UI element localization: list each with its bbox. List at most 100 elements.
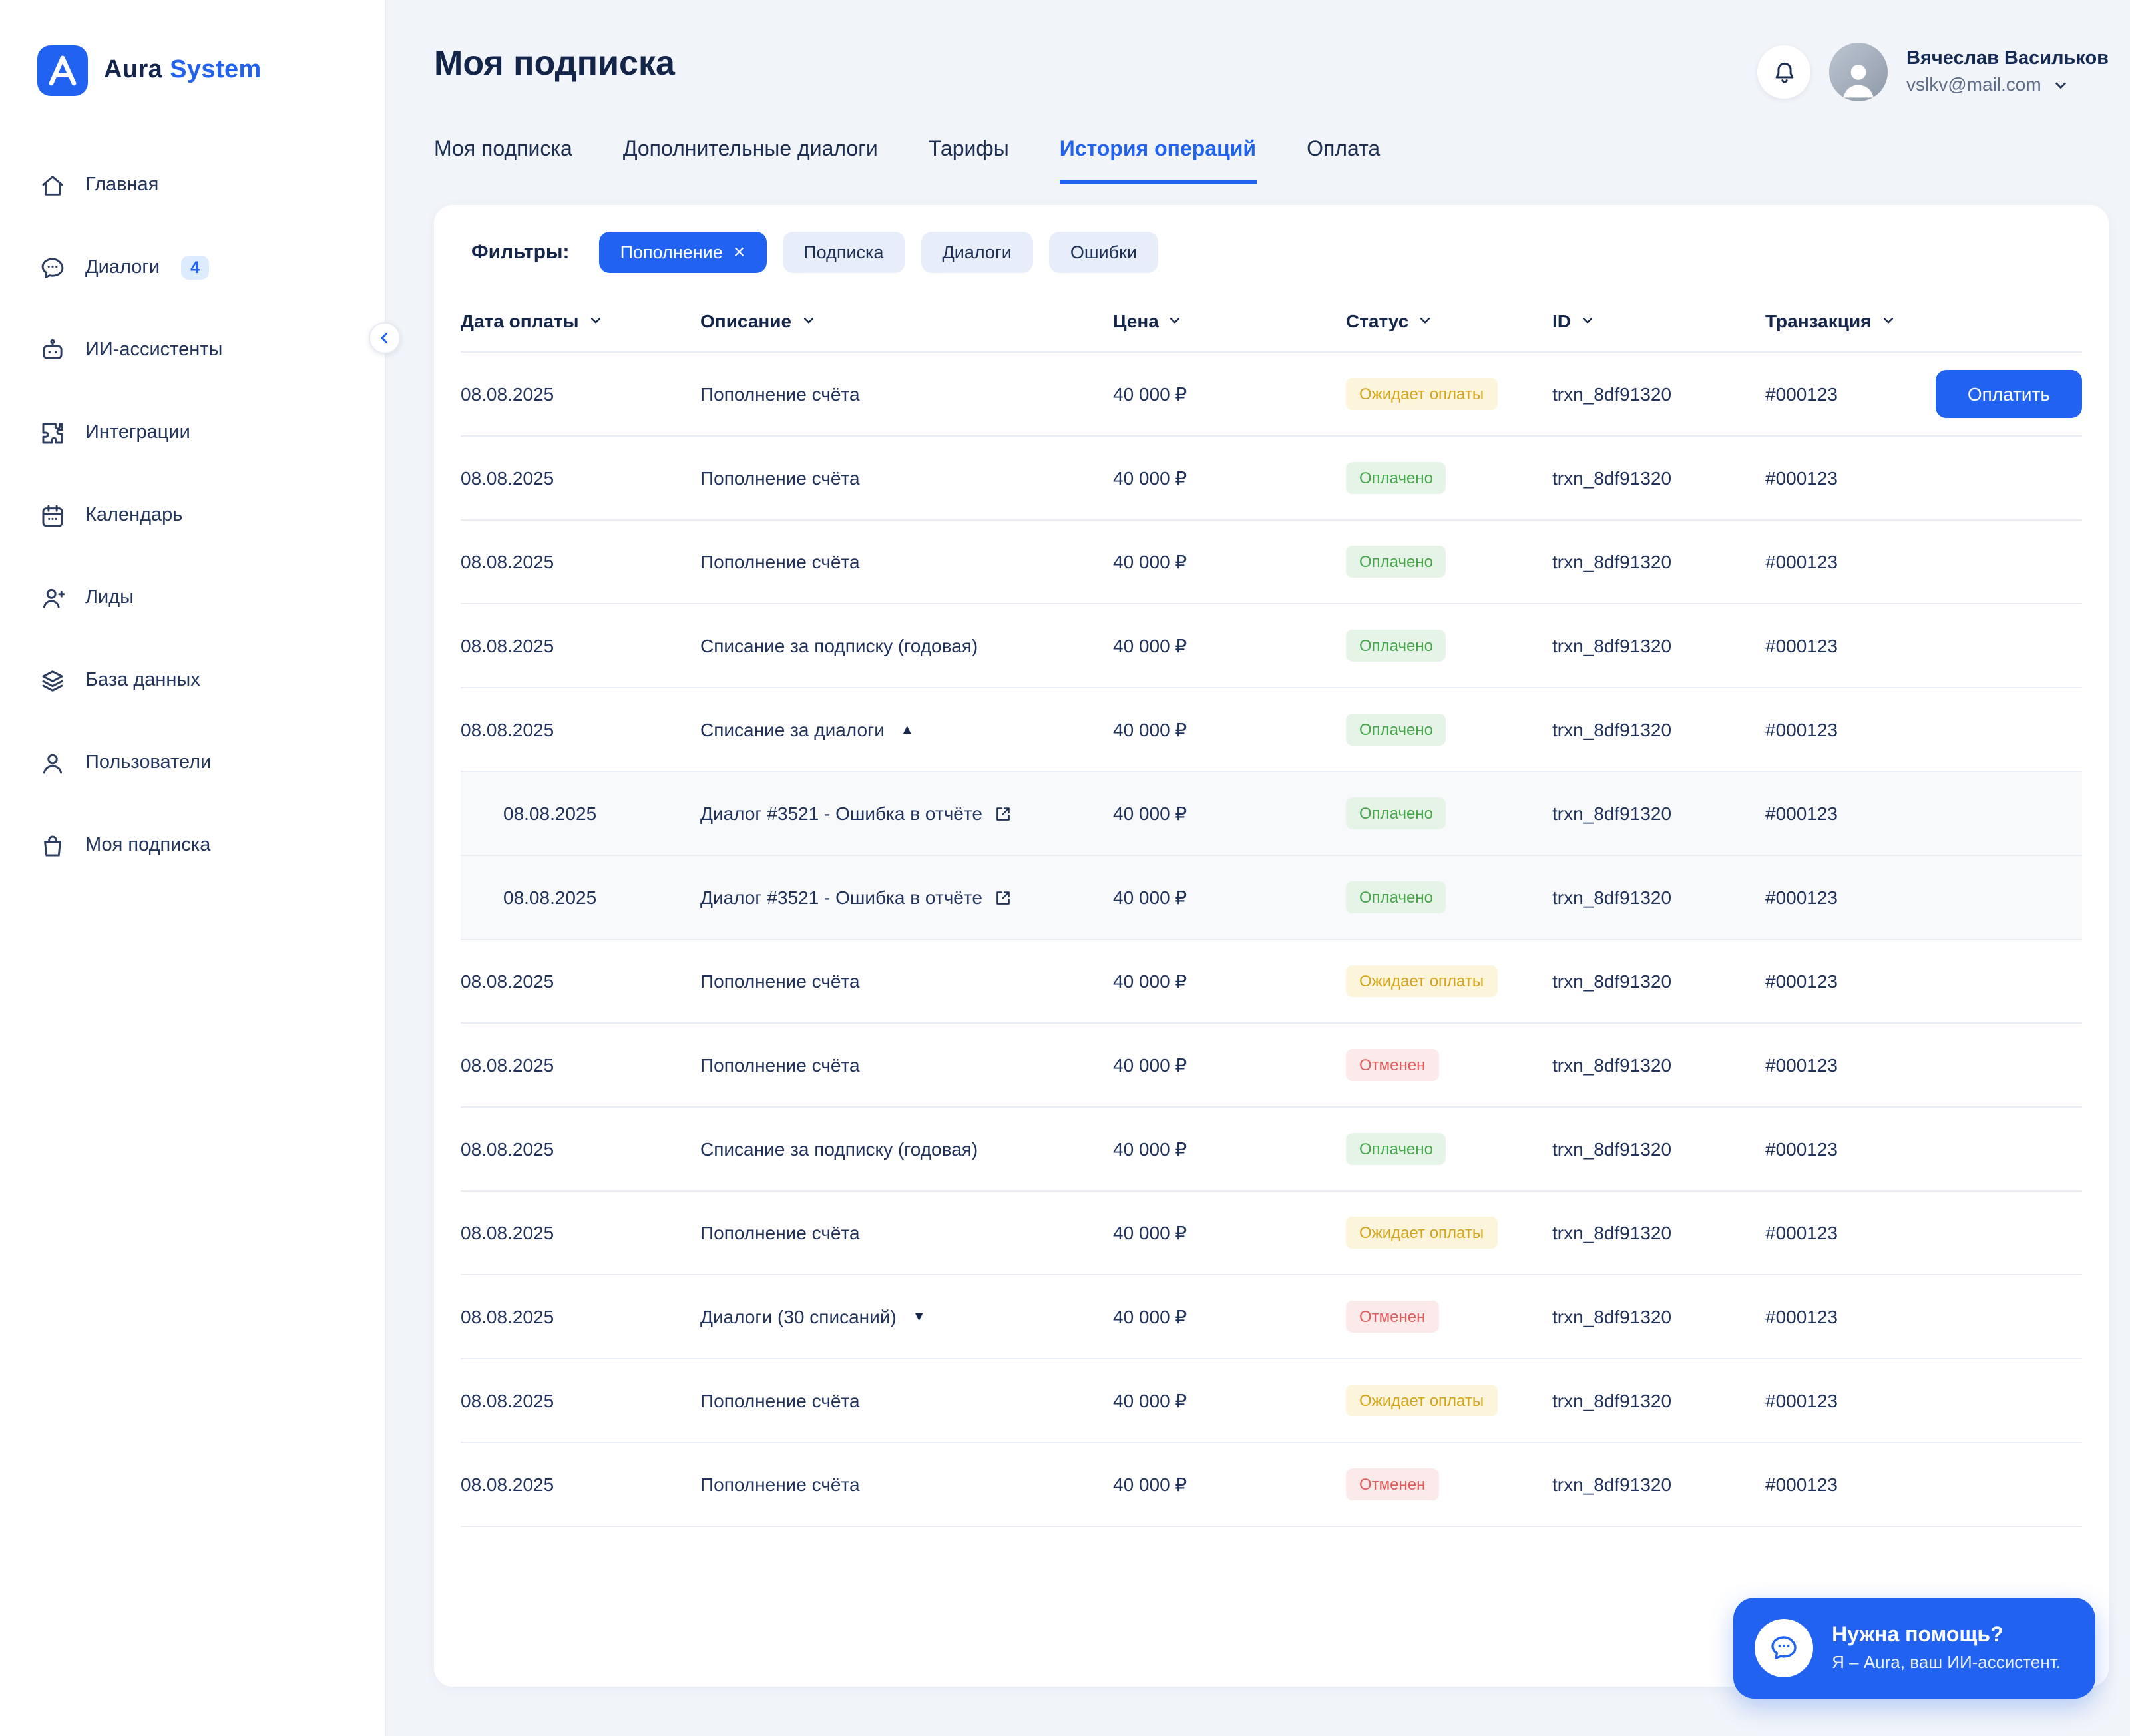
status-badge: Оплачено — [1346, 1133, 1446, 1165]
table-row: 08.08.2025 Списание за подписку (годовая)… — [461, 604, 2082, 688]
filter-chip-topup[interactable]: Пополнение × — [598, 232, 767, 273]
cell-status: Ожидает оплаты — [1346, 1385, 1552, 1416]
sort-chevron-icon — [803, 318, 813, 324]
external-link-icon[interactable] — [993, 803, 1013, 823]
sidebar-item-calendar[interactable]: Календарь — [37, 485, 385, 546]
cell-price: 40 000 ₽ — [1113, 970, 1187, 991]
sidebar-item-users[interactable]: Пользователи — [37, 732, 385, 793]
sort-chevron-icon — [590, 318, 600, 324]
tab-extra-dialogs[interactable]: Дополнительные диалоги — [622, 138, 878, 161]
cell-transaction: #000123 — [1765, 1306, 1838, 1327]
cell-date: 08.08.2025 — [461, 719, 554, 740]
column-header-status[interactable]: Статус — [1346, 310, 1552, 331]
user-email: vslkv@mail.com — [1906, 73, 2041, 95]
status-badge: Оплачено — [1346, 881, 1446, 913]
status-badge: Оплачено — [1346, 546, 1446, 578]
chevron-down-icon — [2055, 82, 2067, 89]
sidebar-item-integrations[interactable]: Интеграции — [37, 402, 385, 463]
filter-chip-subscription[interactable]: Подписка — [782, 232, 905, 273]
column-header-price[interactable]: Цена — [1113, 310, 1346, 331]
cell-transaction: #000123 — [1765, 1138, 1838, 1160]
sidebar-item-label: Календарь — [85, 505, 183, 526]
sidebar-item-home[interactable]: Главная — [37, 154, 385, 216]
status-badge: Отменен — [1346, 1468, 1439, 1500]
tabs-bar: Моя подписка Дополнительные диалоги Тарифы… — [434, 138, 2109, 184]
cell-price: 40 000 ₽ — [1113, 1054, 1187, 1075]
cell-date: 08.08.2025 — [461, 635, 554, 656]
pay-button[interactable]: Оплатить — [1935, 370, 2082, 418]
cell-description: Пополнение счёта — [700, 383, 1113, 405]
column-header-label: Описание — [700, 310, 792, 331]
person-silhouette-icon — [1843, 65, 1874, 98]
avatar[interactable] — [1829, 43, 1888, 101]
sidebar-item-dialogs[interactable]: Диалоги 4 — [37, 237, 385, 298]
brand-name: Aura System — [104, 56, 262, 84]
sort-chevron-icon — [1582, 318, 1593, 324]
cell-description: Пополнение счёта — [700, 1390, 1113, 1411]
filter-chip-errors[interactable]: Ошибки — [1048, 232, 1158, 273]
table-body: 08.08.2025 Пополнение счёта 40 000 ₽ Ожидае… — [461, 353, 2082, 1527]
external-link-icon[interactable] — [993, 887, 1013, 907]
status-badge: Ожидает оплаты — [1346, 378, 1498, 410]
tab-tariffs[interactable]: Тарифы — [928, 138, 1009, 161]
description-text: Списание за подписку (годовая) — [700, 635, 978, 656]
column-header-id[interactable]: ID — [1552, 310, 1765, 331]
cell-date: 08.08.2025 — [461, 1306, 554, 1327]
cell-description: Пополнение счёта — [700, 1054, 1113, 1076]
sidebar-item-database[interactable]: База данных — [37, 650, 385, 711]
description-text: Пополнение счёта — [700, 1222, 860, 1243]
sidebar-item-label: ИИ-ассистенты — [85, 339, 223, 361]
expand-toggle-icon[interactable]: ▼ — [912, 1309, 926, 1324]
cell-price: 40 000 ₽ — [1113, 1221, 1187, 1243]
notifications-button[interactable] — [1757, 45, 1811, 99]
cell-id: trxn_8df91320 — [1552, 1390, 1672, 1411]
cell-status: Оплачено — [1346, 630, 1552, 662]
cell-status: Оплачено — [1346, 1133, 1552, 1165]
sidebar-item-label: База данных — [85, 670, 200, 691]
cell-status: Ожидает оплаты — [1346, 965, 1552, 997]
sidebar-collapse-button[interactable] — [369, 322, 401, 354]
cell-status: Оплачено — [1346, 462, 1552, 494]
cell-date: 08.08.2025 — [503, 803, 597, 824]
cell-status: Ожидает оплаты — [1346, 1217, 1552, 1249]
tab-payment[interactable]: Оплата — [1307, 138, 1381, 161]
sidebar-item-leads[interactable]: Лиды — [37, 567, 385, 628]
account-area: Вячеслав Васильков vslkv@mail.com — [1757, 43, 2109, 101]
tab-history[interactable]: История операций — [1059, 138, 1257, 184]
cell-description: Списание за подписку (годовая) — [700, 1138, 1113, 1160]
column-header-date[interactable]: Дата оплаты — [461, 310, 700, 331]
sidebar-item-label: Главная — [85, 174, 159, 196]
column-header-description[interactable]: Описание — [700, 310, 1113, 331]
column-header-transaction[interactable]: Транзакция — [1765, 310, 1922, 331]
sidebar-item-label: Пользователи — [85, 752, 212, 773]
user-name: Вячеслав Васильков — [1906, 47, 2109, 69]
main-content: Моя подписка Вячеслав Васильков vslkv@ma… — [386, 0, 2130, 1736]
expand-toggle-icon[interactable]: ▲ — [900, 722, 914, 737]
tab-subscription[interactable]: Моя подписка — [434, 138, 572, 161]
user-plus-icon — [37, 583, 67, 612]
sidebar-item-subscription[interactable]: Моя подписка — [37, 815, 385, 876]
cell-transaction: #000123 — [1765, 383, 1838, 405]
cell-id: trxn_8df91320 — [1552, 803, 1672, 824]
cell-id: trxn_8df91320 — [1552, 719, 1672, 740]
cell-status: Ожидает оплаты — [1346, 378, 1552, 410]
chat-widget-title: Нужна помощь? — [1832, 1624, 2004, 1647]
description-text: Пополнение счёта — [700, 971, 860, 992]
chat-icon — [37, 253, 67, 282]
sidebar-item-assistants[interactable]: ИИ-ассистенты — [37, 320, 385, 381]
description-text: Пополнение счёта — [700, 467, 860, 489]
brand: Aura System — [37, 45, 385, 96]
filter-chip-dialogs[interactable]: Диалоги — [921, 232, 1033, 273]
help-chat-widget[interactable]: Нужна помощь? Я – Aura, ваш ИИ-ассистент… — [1733, 1598, 2095, 1699]
filter-chip-label: Ошибки — [1070, 242, 1137, 262]
cell-description: Пополнение счёта — [700, 971, 1113, 992]
description-text: Диалог #3521 - Ошибка в отчёте — [700, 887, 982, 908]
remove-filter-icon[interactable]: × — [733, 241, 746, 264]
account-menu[interactable]: Вячеслав Васильков vslkv@mail.com — [1906, 47, 2109, 98]
table-row: 08.08.2025 Пополнение счёта 40 000 ₽ Ожидае… — [461, 1359, 2082, 1443]
cell-price: 40 000 ₽ — [1113, 1138, 1187, 1159]
cell-transaction: #000123 — [1765, 1222, 1838, 1243]
status-badge: Оплачено — [1346, 797, 1446, 829]
sidebar-item-label: Лиды — [85, 587, 134, 608]
